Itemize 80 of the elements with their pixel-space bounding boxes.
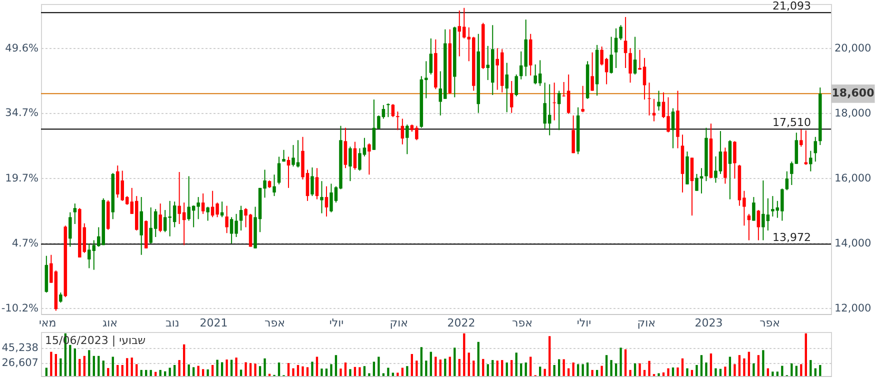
x-tick-label: אפר bbox=[512, 316, 532, 330]
x-tick-label: אפר bbox=[760, 316, 780, 330]
candlestick bbox=[809, 150, 812, 172]
candlestick bbox=[657, 90, 660, 112]
candlestick bbox=[368, 142, 371, 176]
x-tick-label: 2021 bbox=[200, 316, 228, 330]
candlestick bbox=[353, 141, 357, 170]
candlestick bbox=[814, 136, 818, 162]
candlestick bbox=[572, 114, 575, 154]
candlestick bbox=[486, 45, 490, 81]
x-tick-label: אפר bbox=[264, 316, 285, 330]
candlestick bbox=[310, 166, 314, 197]
y-tick-label: 26,607 bbox=[2, 357, 38, 370]
candlestick bbox=[733, 140, 736, 179]
y2-tick-label: 4.7% bbox=[12, 238, 39, 250]
x-tick-label: נוב bbox=[165, 316, 180, 330]
ref-line-label: 17,510 bbox=[772, 116, 811, 130]
candlestick bbox=[728, 140, 732, 200]
candlestick bbox=[272, 174, 276, 197]
ref-line-label: 13,972 bbox=[772, 231, 811, 244]
candlestick bbox=[396, 111, 400, 131]
y-tick-label: 14,000 bbox=[834, 238, 872, 250]
x-tick-label: מאי bbox=[38, 316, 56, 330]
candlestick bbox=[391, 104, 395, 118]
candlestick bbox=[514, 74, 518, 97]
candlestick bbox=[747, 213, 751, 241]
candlestick bbox=[429, 38, 433, 76]
ref-line-label: 21,093 bbox=[772, 0, 811, 13]
candlestick bbox=[277, 156, 281, 185]
x-tick-label: יולי bbox=[329, 316, 344, 330]
candlestick bbox=[610, 36, 613, 74]
candlestick bbox=[59, 292, 62, 304]
candlestick bbox=[201, 192, 205, 214]
y-tick-label: 45,238 bbox=[2, 342, 38, 354]
candlestick bbox=[581, 85, 584, 113]
y2-tick-label: 19.7% bbox=[5, 172, 39, 184]
candlestick bbox=[68, 212, 72, 248]
x-tick-label: אוק bbox=[637, 316, 656, 330]
candlestick bbox=[671, 108, 675, 149]
candlestick bbox=[206, 206, 210, 222]
candlestick bbox=[348, 146, 352, 182]
candlestick bbox=[406, 124, 409, 155]
candlestick bbox=[386, 102, 390, 118]
candlestick bbox=[158, 203, 162, 233]
y2-tick-label: 34.7% bbox=[5, 107, 39, 120]
y-tick-label: 16,000 bbox=[834, 172, 872, 185]
candlestick bbox=[804, 130, 808, 166]
candlestick bbox=[590, 52, 594, 92]
candlestick bbox=[752, 196, 756, 222]
candlestick bbox=[510, 80, 514, 114]
x-tick-label: 2023 bbox=[694, 316, 723, 330]
candlestick bbox=[800, 128, 803, 148]
candlestick bbox=[624, 16, 628, 69]
y-tick-label: 20,000 bbox=[834, 42, 872, 55]
candlestick bbox=[239, 205, 243, 231]
y-tick-label: 18,000 bbox=[834, 108, 872, 120]
candlestick bbox=[315, 168, 319, 200]
candlestick bbox=[286, 156, 290, 188]
x-tick-label: יולי bbox=[576, 316, 592, 330]
candlestick bbox=[320, 180, 324, 214]
candlestick bbox=[225, 205, 228, 234]
y-tick-label: 12,000 bbox=[834, 302, 872, 315]
x-tick-label: אוג bbox=[102, 316, 118, 330]
candlestick bbox=[73, 203, 77, 224]
candlestick bbox=[628, 48, 632, 84]
y2-tick-label: 49.6% bbox=[5, 42, 39, 54]
y2-tick-label: -10.2% bbox=[1, 302, 39, 314]
candlestick bbox=[633, 36, 637, 76]
x-tick-label: 2022 bbox=[447, 316, 476, 330]
candlestick bbox=[324, 186, 328, 218]
x-tick-label: אוק bbox=[390, 316, 408, 330]
ref-line-label: 18,600 bbox=[832, 86, 875, 100]
candlestick bbox=[400, 118, 404, 145]
candlestick bbox=[756, 210, 760, 241]
candlestick bbox=[505, 62, 508, 113]
candlestick bbox=[344, 127, 348, 169]
candlestick bbox=[648, 82, 651, 116]
candlestick bbox=[690, 157, 694, 216]
candlestick bbox=[785, 170, 789, 191]
candlestick bbox=[557, 90, 561, 131]
